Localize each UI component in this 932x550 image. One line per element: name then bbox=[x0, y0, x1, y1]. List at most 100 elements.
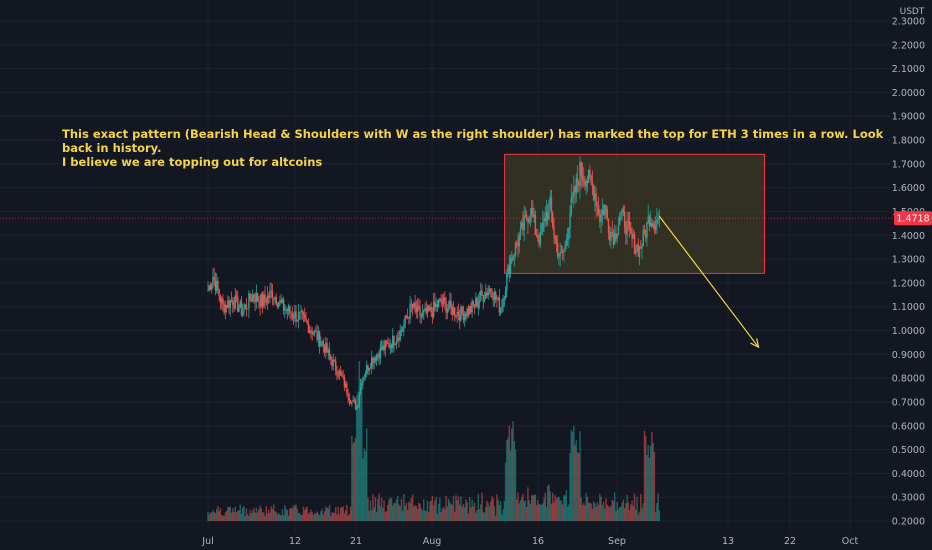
volume-bar bbox=[601, 505, 604, 521]
candle-body bbox=[384, 341, 387, 350]
volume-bar bbox=[628, 510, 631, 521]
volume-bar bbox=[645, 436, 647, 521]
volume-bar bbox=[261, 512, 264, 521]
volume-bar bbox=[256, 512, 259, 521]
candle-body bbox=[549, 196, 551, 205]
candle-body bbox=[219, 296, 222, 303]
volume-bar bbox=[410, 497, 413, 521]
candle-body bbox=[440, 298, 442, 302]
volume-bar bbox=[576, 452, 579, 521]
candle-body bbox=[428, 305, 430, 311]
y-tick-label: 0.3000 bbox=[892, 493, 925, 504]
candle-body bbox=[615, 232, 617, 239]
volume-bar bbox=[394, 503, 396, 521]
volume-bar bbox=[424, 510, 426, 521]
volume-bar bbox=[570, 430, 573, 521]
candlesticks[interactable] bbox=[207, 156, 661, 411]
candle-body bbox=[294, 311, 296, 319]
candle-body bbox=[602, 209, 605, 216]
candle-body bbox=[246, 308, 249, 310]
candle-body bbox=[258, 300, 260, 302]
candle-body bbox=[542, 222, 544, 232]
candle-body bbox=[238, 307, 240, 312]
volume-bar bbox=[611, 499, 613, 521]
volume-bar bbox=[442, 506, 445, 521]
volume-bar bbox=[584, 505, 586, 521]
candle-body bbox=[517, 244, 519, 247]
candle-body bbox=[555, 238, 558, 244]
volume-bar bbox=[512, 421, 514, 521]
volume-bar bbox=[507, 437, 509, 521]
candle-body bbox=[575, 177, 577, 193]
volume-bar bbox=[414, 505, 416, 521]
volume-bar bbox=[589, 502, 591, 521]
volume-bar bbox=[648, 457, 651, 521]
candle-body bbox=[447, 307, 450, 309]
candle-body bbox=[310, 330, 312, 332]
volume-bar bbox=[294, 505, 296, 521]
volume-bar bbox=[434, 500, 436, 521]
candle-body bbox=[641, 246, 643, 249]
candle-body bbox=[432, 301, 435, 317]
volume-bar bbox=[320, 511, 322, 521]
candle-body bbox=[399, 330, 401, 341]
candle-body bbox=[266, 295, 269, 303]
volume-bar bbox=[374, 497, 377, 521]
candle-body bbox=[633, 234, 636, 255]
candle-body bbox=[638, 247, 641, 257]
volume-bar bbox=[439, 497, 441, 521]
candle-body bbox=[297, 312, 300, 320]
candle-body bbox=[471, 301, 473, 313]
candle-body bbox=[286, 309, 289, 312]
candle-body bbox=[516, 242, 518, 245]
candle-body bbox=[492, 298, 494, 301]
candle-body bbox=[600, 213, 602, 222]
volume-bar bbox=[632, 505, 635, 521]
candle-body bbox=[612, 233, 615, 245]
candle-body bbox=[330, 355, 332, 360]
candle-body bbox=[403, 323, 405, 330]
candle-body bbox=[332, 359, 334, 367]
candle-body bbox=[475, 297, 477, 307]
volume-bar bbox=[383, 500, 385, 521]
candle-body bbox=[229, 300, 232, 308]
x-tick-labels: Jul 12 21 Aug 16 Sep 13 22 Oct bbox=[201, 536, 858, 547]
volume-bar bbox=[504, 462, 507, 521]
x-tick-label: Jul bbox=[201, 536, 213, 547]
candle-body bbox=[560, 251, 563, 254]
volume-bar bbox=[463, 507, 466, 521]
candle-body bbox=[528, 216, 530, 223]
volume-bar bbox=[208, 514, 210, 521]
candle-body bbox=[418, 305, 420, 308]
price-axis[interactable] bbox=[892, 0, 932, 550]
candle-body bbox=[512, 256, 514, 261]
candle-body bbox=[429, 306, 431, 311]
candle-body bbox=[554, 235, 556, 239]
candle-body bbox=[253, 294, 255, 299]
volume-bar bbox=[543, 497, 545, 521]
candle-body bbox=[220, 298, 223, 303]
volume-bar bbox=[304, 509, 306, 521]
candle-body bbox=[315, 330, 317, 332]
volume-bar bbox=[423, 499, 425, 521]
candle-body bbox=[291, 313, 294, 318]
candle-body bbox=[518, 235, 520, 247]
candle-body bbox=[523, 215, 525, 231]
volume-bar bbox=[249, 509, 251, 521]
candle-body bbox=[649, 222, 652, 227]
volume-bar bbox=[430, 500, 432, 521]
candle-body bbox=[647, 216, 649, 223]
volume-bar bbox=[435, 496, 437, 521]
candle-body bbox=[209, 285, 212, 290]
volume-bar bbox=[636, 496, 638, 521]
volume-bar bbox=[547, 486, 549, 521]
volume-bar bbox=[480, 504, 482, 521]
candle-body bbox=[545, 212, 548, 221]
candle-body bbox=[421, 312, 424, 317]
time-axis[interactable] bbox=[0, 532, 932, 550]
candle-body bbox=[320, 342, 322, 347]
volume-bar bbox=[533, 495, 535, 521]
y-tick-label: 2.0000 bbox=[892, 88, 925, 99]
candle-body bbox=[605, 204, 607, 210]
